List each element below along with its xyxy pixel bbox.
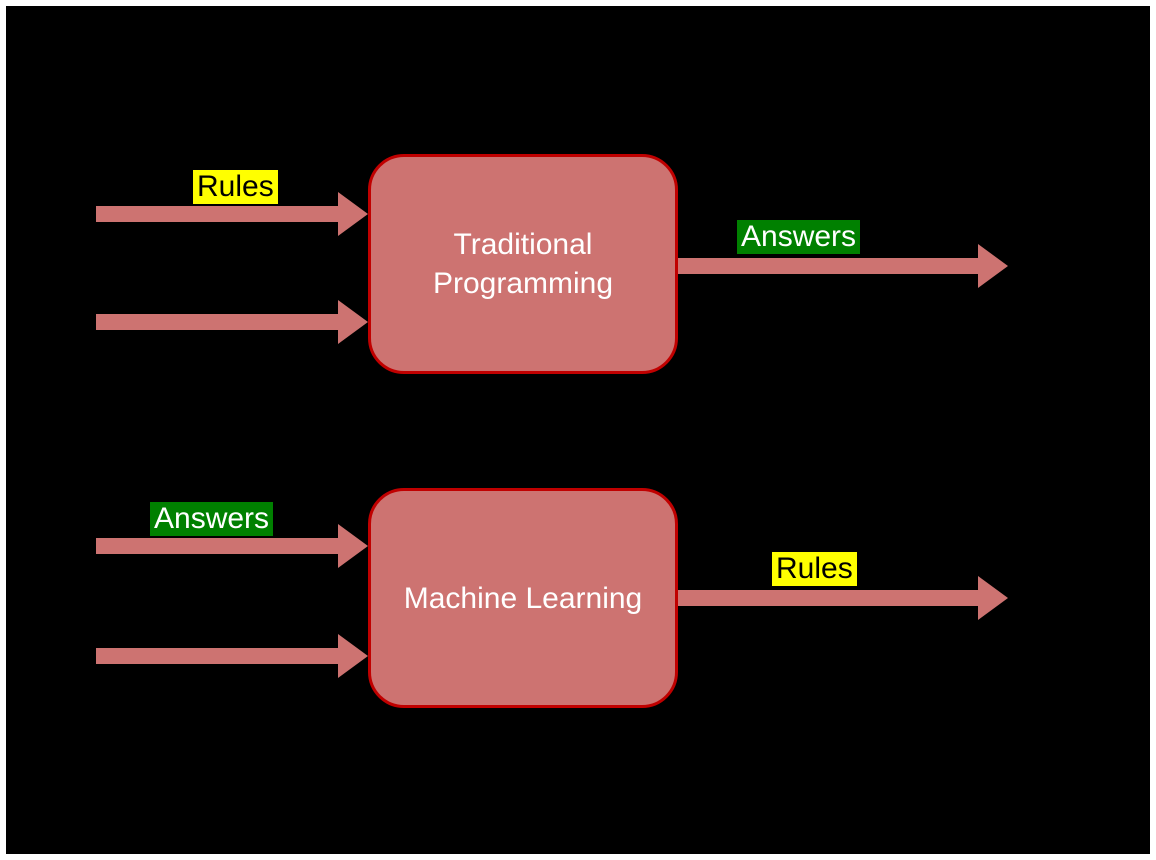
box-machine-learning: Machine Learning (368, 488, 678, 708)
label-answers-top: Answers (737, 220, 860, 254)
box-traditional-label: TraditionalProgramming (433, 225, 613, 303)
label-rules-top: Rules (193, 170, 278, 204)
diagram-canvas: TraditionalProgramming Machine Learning … (6, 6, 1150, 854)
label-answers-bottom: Answers (150, 502, 273, 536)
label-rules-bottom: Rules (772, 552, 857, 586)
arrow-ml-in-bot (96, 634, 368, 678)
box-ml-label: Machine Learning (404, 579, 643, 618)
box-traditional-programming: TraditionalProgramming (368, 154, 678, 374)
arrow-tp-in-bot (96, 300, 368, 344)
